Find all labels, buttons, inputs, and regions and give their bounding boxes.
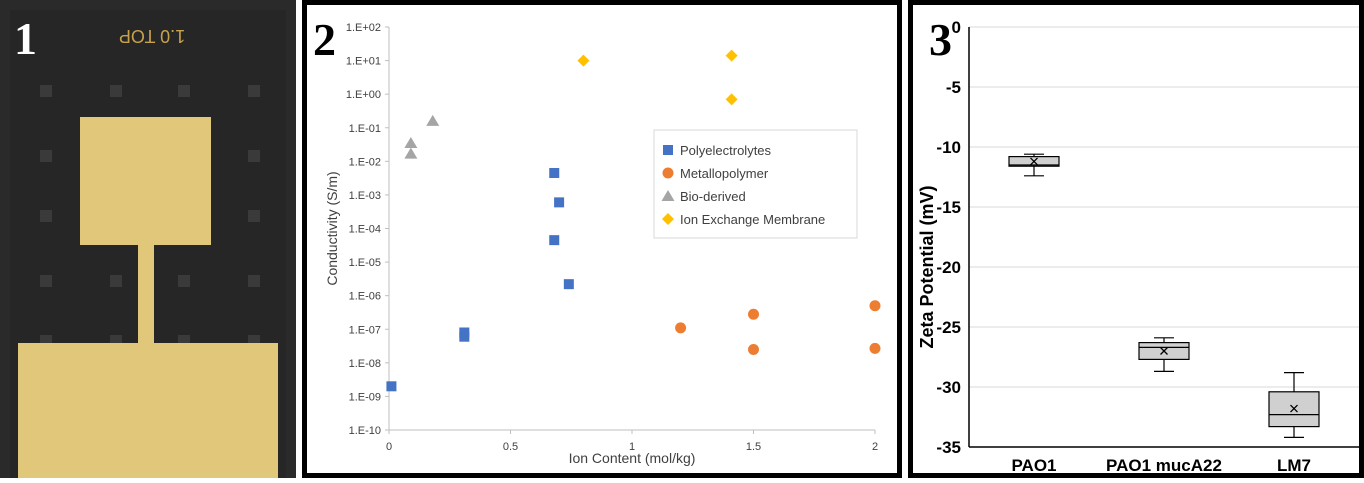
legend-label: Ion Exchange Membrane: [680, 212, 825, 227]
grid-square: [40, 210, 52, 222]
y-tick-label: 1.E-05: [349, 257, 381, 269]
y-axis-label: Zeta Potential (mV): [917, 185, 937, 348]
grid-square: [110, 85, 122, 97]
data-point: [459, 331, 470, 342]
box-grid: [969, 26, 1359, 388]
data-point: [725, 93, 738, 106]
grid-square: [178, 85, 190, 97]
gold-top-pad: [80, 117, 211, 245]
panel-label-2: 2: [313, 14, 336, 65]
legend-marker: [662, 167, 674, 179]
scatter-chart: 1.E-10 1.E-09 1.E-08 1.E-07 1.E-06 1.E-05 1.E-…: [324, 22, 881, 466]
grid-square: [248, 275, 260, 287]
y-tick-label: 1.E-09: [349, 391, 381, 403]
grid-square: [248, 150, 260, 162]
data-point: [725, 49, 738, 62]
y-tick-label: 1.E+01: [346, 56, 381, 68]
data-point: [675, 322, 687, 334]
x-tick-label: PAO1 mucA22: [1106, 456, 1222, 473]
data-point: [404, 147, 418, 159]
data-point: [386, 381, 397, 392]
grid-square: [40, 150, 52, 162]
photo-panel: 1.0 TOP 1: [0, 0, 296, 478]
x-tick-label: 0: [386, 441, 392, 453]
y-tick-label: 1.E-03: [349, 190, 381, 202]
data-point: [869, 300, 881, 312]
y-tick-label: 0: [952, 18, 961, 37]
mean-marker: [1290, 404, 1298, 413]
grid-square: [40, 275, 52, 287]
x-tick-label: 0.5: [503, 441, 518, 453]
mean-marker: [1160, 347, 1168, 355]
y-tick-label: -35: [936, 438, 961, 457]
grid-square: [178, 275, 190, 287]
x-tick-label: 1: [629, 441, 635, 453]
y-tick-label: 1.E-01: [349, 123, 381, 135]
y-tick-label: -30: [936, 378, 961, 397]
mean-marker: [1030, 157, 1038, 166]
data-point: [426, 114, 440, 126]
device-photo: 1.0 TOP: [10, 10, 286, 478]
grid-square: [248, 85, 260, 97]
scatter-axes: 1.E-10 1.E-09 1.E-08 1.E-07 1.E-06 1.E-05 1.E-…: [346, 22, 878, 453]
legend-label: Metallopolymer: [680, 166, 769, 181]
grid-square: [248, 210, 260, 222]
gold-trace: [138, 245, 154, 343]
x-axis-label: Ion Content (mol/kg): [569, 450, 696, 466]
gold-bottom-pad: [18, 343, 278, 478]
panel-label-1: 1: [14, 13, 37, 64]
y-tick-label: 1.E-06: [349, 291, 381, 303]
y-tick-label: -10: [936, 138, 961, 157]
scatter-legend: Polyelectrolytes Metallopolymer Bio-derive…: [653, 129, 858, 239]
grid-square: [40, 85, 52, 97]
legend-label: Polyelectrolytes: [680, 143, 772, 158]
y-tick-label: 1.E-02: [349, 156, 381, 168]
data-point: [748, 308, 759, 320]
x-tick-label: LM7: [1277, 456, 1311, 473]
data-point: [404, 137, 418, 149]
grid-square: [110, 275, 122, 287]
data-point: [554, 197, 565, 208]
y-axis-label: Conductivity (S/m): [324, 171, 340, 285]
y-tick-label: -5: [946, 78, 961, 97]
data-point: [748, 343, 759, 355]
scatter-points: [386, 49, 881, 392]
box-axes: 0 -5 -10 -15 -20 -25 -30 -35 PAO1 PAO1 mucA22 LM7: [936, 18, 1359, 475]
y-tick-label: 1.E+02: [346, 22, 381, 34]
y-tick-label: -15: [936, 198, 961, 217]
y-tick-label: 1.E-10: [349, 425, 381, 437]
x-tick-label: 2: [872, 441, 878, 453]
data-point: [563, 279, 574, 290]
y-tick-label: 1.E-04: [349, 224, 381, 236]
data-point: [549, 167, 560, 178]
legend-marker: [663, 145, 673, 155]
box-plot-panel: 0 -5 -10 -15 -20 -25 -30 -35 PAO1 PAO1 mucA22 LM7 …: [908, 0, 1364, 478]
legend-marker: [661, 190, 675, 201]
y-tick-label: 1.E-08: [349, 358, 381, 370]
data-point: [549, 235, 560, 246]
x-tick-label: PAO1: [1011, 456, 1056, 473]
engraving-text: 1.0 TOP: [119, 26, 185, 46]
scatter-chart-panel: 1.E-10 1.E-09 1.E-08 1.E-07 1.E-06 1.E-05 1.E-…: [302, 0, 902, 478]
legend-marker: [662, 213, 674, 225]
y-tick-label: 1.E-07: [349, 324, 381, 336]
y-tick-label: 1.E+00: [346, 89, 381, 101]
data-point: [869, 342, 881, 354]
y-tick-label: -25: [936, 318, 961, 337]
legend-label: Bio-derived: [680, 189, 746, 204]
data-point: [577, 54, 590, 67]
panel-label-3: 3: [929, 14, 952, 65]
y-tick-label: -20: [936, 258, 961, 277]
x-tick-label: 1.5: [746, 441, 761, 453]
legend-box: [653, 129, 858, 239]
box-series: [1008, 153, 1320, 438]
